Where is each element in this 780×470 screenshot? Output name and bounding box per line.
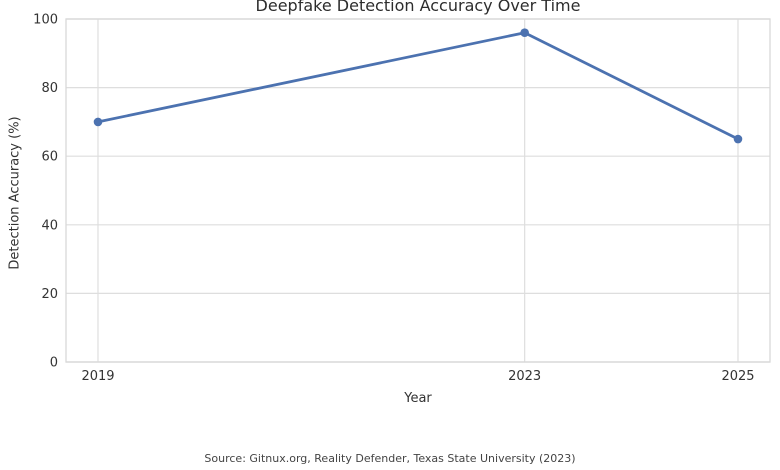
x-axis-label: Year — [404, 391, 432, 406]
data-point-marker — [520, 28, 529, 38]
y-tick-label: 80 — [41, 81, 58, 96]
source-note: Source: Gitnux.org, Reality Defender, Te… — [204, 452, 576, 465]
data-point-marker — [733, 134, 743, 144]
x-tick-label: 2023 — [508, 369, 541, 384]
x-tick-label: 2019 — [81, 369, 114, 384]
chart-title: Deepfake Detection Accuracy Over Time — [255, 0, 581, 15]
x-tick-label: 2025 — [721, 369, 754, 384]
data-line — [96, 31, 740, 141]
y-tick-label: 60 — [41, 150, 58, 165]
plot-border — [65, 18, 771, 363]
y-tick-label: 100 — [33, 13, 58, 28]
y-tick-label: 40 — [41, 218, 58, 233]
y-tick-label: 20 — [41, 287, 58, 302]
y-tick-label: 0 — [50, 356, 58, 371]
data-point-marker — [93, 117, 103, 127]
